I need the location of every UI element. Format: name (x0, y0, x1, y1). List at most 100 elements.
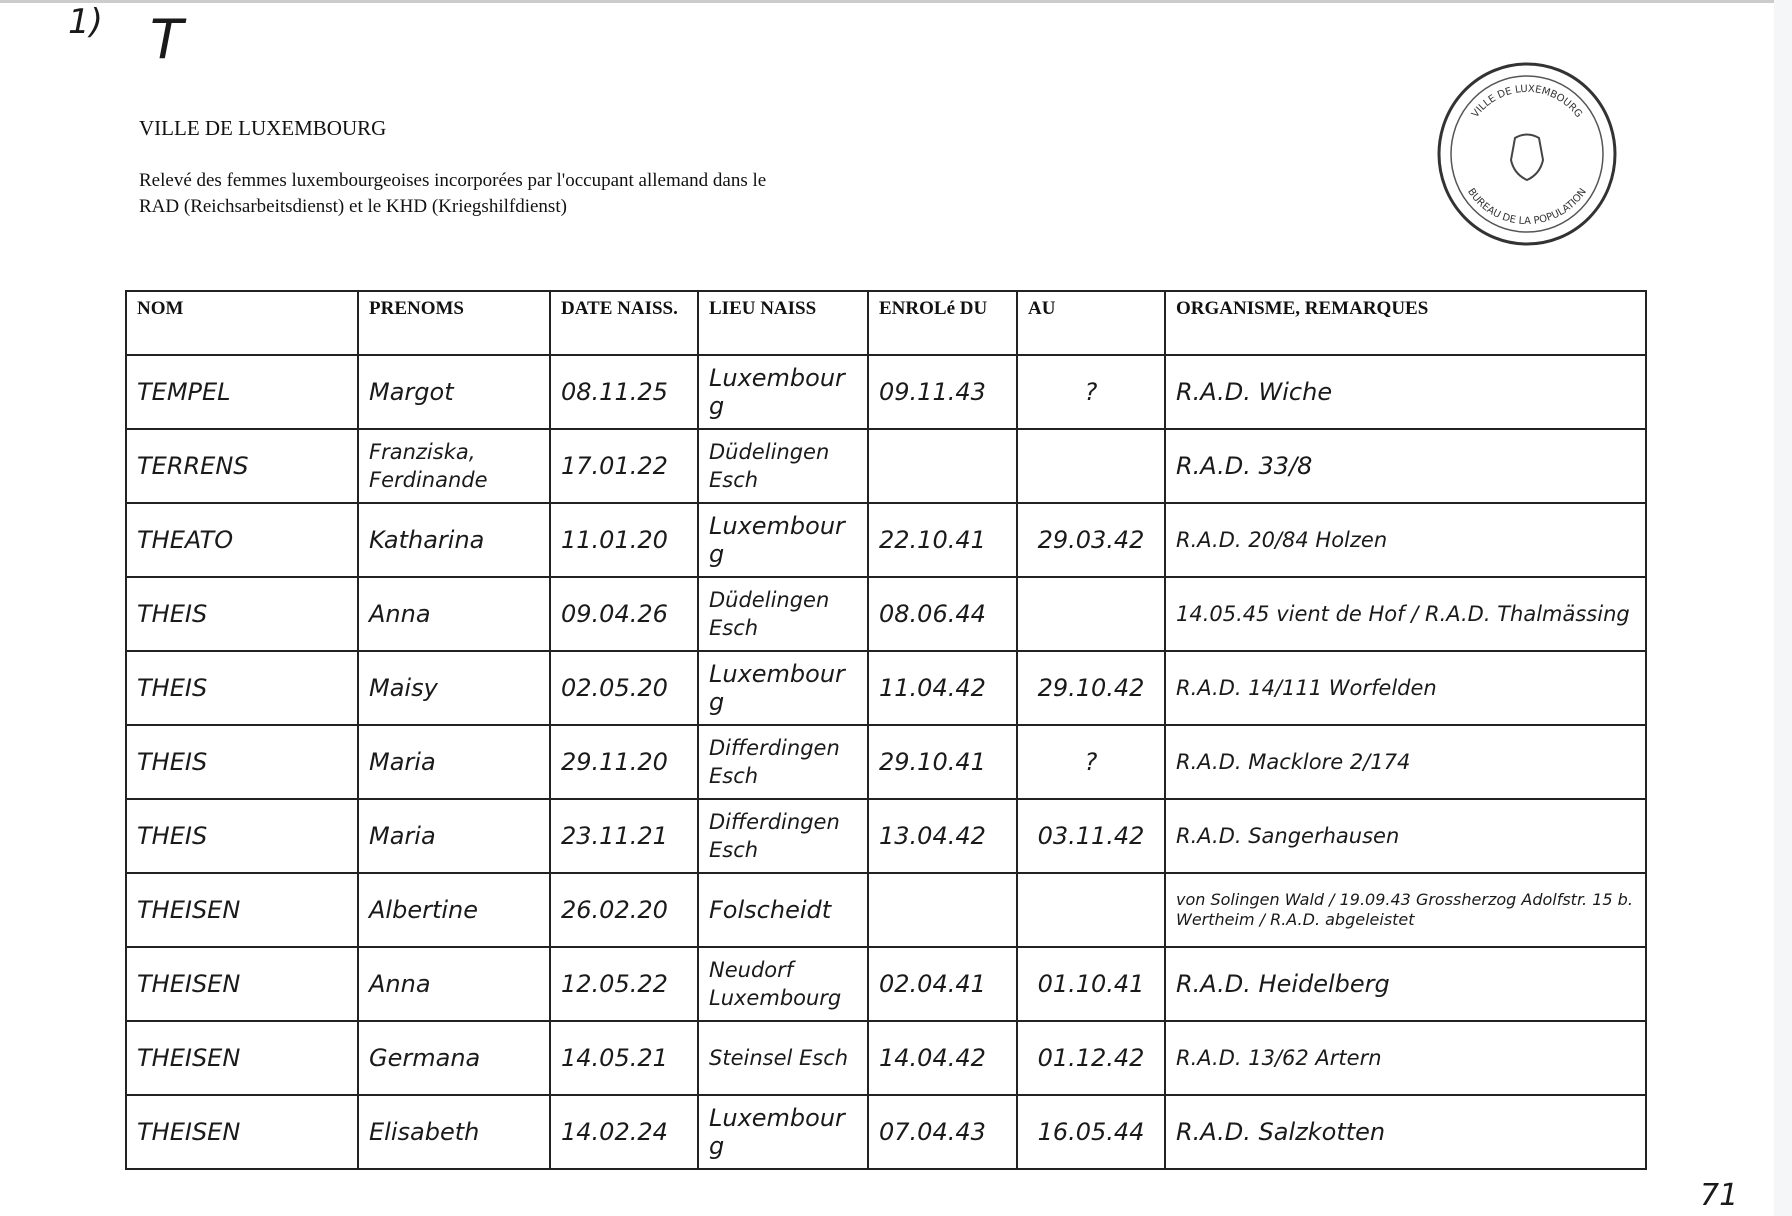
table-row: TEMPEL Margot 08.11.25 Luxembourg 09.11.43? R… (125, 354, 1647, 430)
table-row: THEIS Anna 09.04.26 Düdelingen Esch 08.06.44… (125, 576, 1647, 652)
scan-edge (0, 0, 1780, 3)
table-row: THEIS Maria 23.11.21 Differdingen Esch 13.04… (125, 798, 1647, 874)
birth-place-cell: Steinsel Esch (697, 1020, 869, 1096)
name-cell: THEIS (125, 724, 359, 800)
table-header-row: NOM PRENOMS DATE NAISS. LIEU NAISS ENROL… (125, 290, 1647, 356)
birth-date-cell: 17.01.22 (549, 428, 699, 504)
birth-place-cell: Luxembourg (697, 650, 869, 726)
city-heading: VILLE DE LUXEMBOURG (139, 116, 387, 140)
enrolled-until-cell: 01.10.41 (1016, 946, 1166, 1022)
birth-place-cell: Folscheidt (697, 872, 869, 948)
birth-date-cell: 09.04.26 (549, 576, 699, 652)
document-description: Relevé des femmes luxembourgeoises incor… (139, 168, 899, 220)
remarks-cell: 14.05.45 vient de Hof / R.A.D. Thalmässi… (1164, 576, 1647, 652)
birth-date-cell: 29.11.20 (549, 724, 699, 800)
name-cell: THEATO (125, 502, 359, 578)
enrolled-until-cell: ? (1016, 354, 1166, 430)
birth-date-cell: 14.02.24 (549, 1094, 699, 1170)
enrolled-from-cell: 22.10.41 (867, 502, 1018, 578)
enrolled-from-cell (867, 428, 1018, 504)
enrolled-until-cell: 29.10.42 (1016, 650, 1166, 726)
official-stamp: VILLE DE LUXEMBOURG BUREAU DE LA POPULAT… (1437, 62, 1617, 246)
corner-mark: 1) (68, 2, 103, 42)
enrolled-from-cell: 02.04.41 (867, 946, 1018, 1022)
enrolled-from-cell: 29.10.41 (867, 724, 1018, 800)
enrolled-from-cell: 07.04.43 (867, 1094, 1018, 1170)
enrolled-until-cell: 16.05.44 (1016, 1094, 1166, 1170)
name-cell: THEIS (125, 650, 359, 726)
coat-of-arms-icon (1509, 133, 1545, 182)
enrolled-until-cell: 01.12.42 (1016, 1020, 1166, 1096)
remarks-cell: R.A.D. 33/8 (1164, 428, 1647, 504)
column-header: AU (1016, 290, 1166, 356)
birth-place-cell: Luxembourg (697, 354, 869, 430)
enrolled-from-cell (867, 872, 1018, 948)
first-names-cell: Maisy (357, 650, 551, 726)
stamp-inner-text: BUREAU DE LA POPULATION (1465, 187, 1589, 227)
first-names-cell: Anna (357, 946, 551, 1022)
first-names-cell: Elisabeth (357, 1094, 551, 1170)
table-row: THEISEN Germana 14.05.21 Steinsel Esch 14.04… (125, 1020, 1647, 1096)
name-cell: THEISEN (125, 1020, 359, 1096)
remarks-cell: R.A.D. 20/84 Holzen (1164, 502, 1647, 578)
description-line: RAD (Reichsarbeitsdienst) et le KHD (Kri… (139, 196, 567, 217)
first-names-cell: Albertine (357, 872, 551, 948)
enrolled-until-cell: 29.03.42 (1016, 502, 1166, 578)
first-names-cell: Katharina (357, 502, 551, 578)
table-row: THEISEN Elisabeth 14.02.24 Luxembourg 07.04.… (125, 1094, 1647, 1170)
enrolled-from-cell: 14.04.42 (867, 1020, 1018, 1096)
birth-place-cell: Differdingen Esch (697, 798, 869, 874)
remarks-cell: R.A.D. 14/111 Worfelden (1164, 650, 1647, 726)
first-names-cell: Maria (357, 724, 551, 800)
table-row: THEATO Katharina 11.01.20 Luxembourg 22.10.4… (125, 502, 1647, 578)
enrolled-from-cell: 09.11.43 (867, 354, 1018, 430)
birth-date-cell: 12.05.22 (549, 946, 699, 1022)
letter-mark: T (150, 8, 183, 71)
birth-place-cell: Luxembourg (697, 1094, 869, 1170)
enrolled-until-cell (1016, 576, 1166, 652)
birth-date-cell: 23.11.21 (549, 798, 699, 874)
first-names-cell: Franziska, Ferdinande (357, 428, 551, 504)
first-names-cell: Anna (357, 576, 551, 652)
birth-date-cell: 26.02.20 (549, 872, 699, 948)
description-line: Relevé des femmes luxembourgeoises incor… (139, 170, 767, 191)
remarks-cell: R.A.D. Salzkotten (1164, 1094, 1647, 1170)
table-row: TERRENS Franziska, Ferdinande 17.01.22 Düde… (125, 428, 1647, 504)
table-row: THEIS Maria 29.11.20 Differdingen Esch 29.10… (125, 724, 1647, 800)
enrolled-from-cell: 13.04.42 (867, 798, 1018, 874)
enrolled-until-cell (1016, 872, 1166, 948)
column-header: ORGANISME, REMARQUES (1164, 290, 1647, 356)
enrolled-until-cell: ? (1016, 724, 1166, 800)
birth-date-cell: 08.11.25 (549, 354, 699, 430)
register-table: NOM PRENOMS DATE NAISS. LIEU NAISS ENROL… (125, 290, 1647, 1170)
page-number: 71 (1700, 1178, 1739, 1213)
column-header: NOM (125, 290, 359, 356)
column-header: PRENOMS (357, 290, 551, 356)
enrolled-from-cell: 08.06.44 (867, 576, 1018, 652)
name-cell: THEISEN (125, 1094, 359, 1170)
birth-date-cell: 14.05.21 (549, 1020, 699, 1096)
birth-place-cell: Luxembourg (697, 502, 869, 578)
remarks-cell: von Solingen Wald / 19.09.43 Grossherzog… (1164, 872, 1647, 948)
first-names-cell: Margot (357, 354, 551, 430)
column-header: DATE NAISS. (549, 290, 699, 356)
remarks-cell: R.A.D. 13/62 Artern (1164, 1020, 1647, 1096)
table-row: THEISEN Anna 12.05.22 Neudorf Luxembourg 02.… (125, 946, 1647, 1022)
name-cell: TERRENS (125, 428, 359, 504)
enrolled-from-cell: 11.04.42 (867, 650, 1018, 726)
remarks-cell: R.A.D. Wiche (1164, 354, 1647, 430)
table-row: THEIS Maisy 02.05.20 Luxembourg 11.04.42 29.1… (125, 650, 1647, 726)
birth-place-cell: Düdelingen Esch (697, 428, 869, 504)
name-cell: THEIS (125, 576, 359, 652)
birth-place-cell: Differdingen Esch (697, 724, 869, 800)
table-row: THEISEN Albertine 26.02.20 Folscheidt von So… (125, 872, 1647, 948)
birth-date-cell: 02.05.20 (549, 650, 699, 726)
enrolled-until-cell (1016, 428, 1166, 504)
stamp-outer-text: VILLE DE LUXEMBOURG (1470, 84, 1584, 120)
remarks-cell: R.A.D. Sangerhausen (1164, 798, 1647, 874)
birth-place-cell: Düdelingen Esch (697, 576, 869, 652)
scan-margin (1774, 0, 1792, 1216)
name-cell: THEISEN (125, 872, 359, 948)
column-header: LIEU NAISS (697, 290, 869, 356)
remarks-cell: R.A.D. Heidelberg (1164, 946, 1647, 1022)
